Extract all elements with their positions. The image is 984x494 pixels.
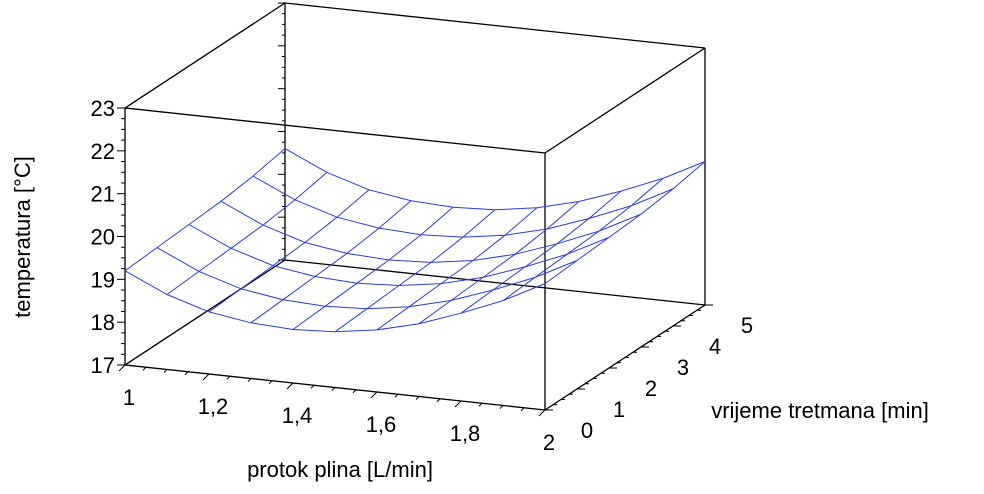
surface-line-x (208, 189, 370, 313)
x-tick (226, 375, 231, 380)
x-tick (394, 393, 399, 398)
x-tick (142, 366, 147, 371)
surface-line-y (156, 247, 578, 310)
x-tick-label: 1,4 (282, 403, 313, 428)
y-tick-label: 2 (645, 376, 657, 401)
z-tick-label: 21 (91, 182, 115, 207)
surface-line-y (124, 270, 546, 333)
z-tick-label: 20 (91, 225, 115, 250)
z-tick-label: 19 (91, 267, 115, 292)
y-tick-label: 5 (741, 313, 753, 338)
x-tick (247, 378, 252, 382)
y-axis-title: vrijeme tretmana [min] (711, 398, 929, 423)
axis-ticks (117, 2, 713, 417)
surface-line-x (250, 200, 412, 324)
frame-edge (284, 2, 706, 49)
surface-line-x (334, 209, 496, 333)
x-tick (520, 407, 525, 412)
x-tick (310, 384, 315, 389)
z-tick-label: 22 (91, 139, 115, 164)
y-tick-label: 4 (709, 334, 721, 359)
surface-line-y (220, 200, 642, 263)
x-tick-label: 1,2 (198, 394, 229, 419)
x-tick (370, 391, 378, 399)
x-axis-title: protok plina [L/min] (247, 457, 433, 482)
x-tick (163, 369, 168, 373)
surface-line-x (292, 206, 454, 330)
x-tick (352, 389, 357, 394)
x-tick (286, 382, 294, 390)
x-tick (331, 387, 336, 391)
x-tick (538, 409, 546, 417)
plot-box-frame (124, 2, 706, 411)
surface-line-x (376, 207, 538, 331)
z-tick-label: 23 (91, 96, 115, 121)
frame-edge (124, 107, 546, 154)
response-surface (124, 148, 706, 333)
surface-line-y (284, 148, 706, 211)
surface-line-y (188, 224, 610, 287)
x-tick (454, 400, 462, 408)
x-tick (478, 402, 483, 407)
surface-line-x (460, 190, 622, 314)
frame-edge (544, 47, 706, 154)
y-tick-label: 1 (613, 397, 625, 422)
z-tick-label: 18 (91, 310, 115, 335)
x-tick (499, 405, 504, 409)
surface-line-x (544, 161, 706, 285)
y-tick-label: 0 (581, 418, 593, 443)
x-tick (118, 364, 126, 372)
x-tick (184, 371, 189, 376)
x-tick-label: 1 (123, 385, 135, 410)
z-axis-title: temperatura [°C] (10, 156, 35, 318)
x-tick-label: 2 (543, 430, 555, 455)
x-tick (202, 373, 210, 381)
z-tick-label: 17 (91, 353, 115, 378)
surface-line-x (124, 148, 286, 272)
frame-edge (124, 259, 286, 366)
surface-line-x (418, 201, 580, 325)
frame-edge (124, 2, 286, 109)
surface-line-x (502, 178, 664, 302)
x-tick (436, 398, 441, 403)
x-tick (268, 380, 273, 385)
surface-line-x (166, 172, 328, 295)
surface-line-y (252, 175, 674, 238)
x-tick-label: 1,8 (450, 421, 481, 446)
x-tick-label: 1,6 (366, 412, 397, 437)
frame-edge (284, 259, 706, 306)
x-tick (415, 396, 420, 400)
y-tick-label: 3 (677, 355, 689, 380)
